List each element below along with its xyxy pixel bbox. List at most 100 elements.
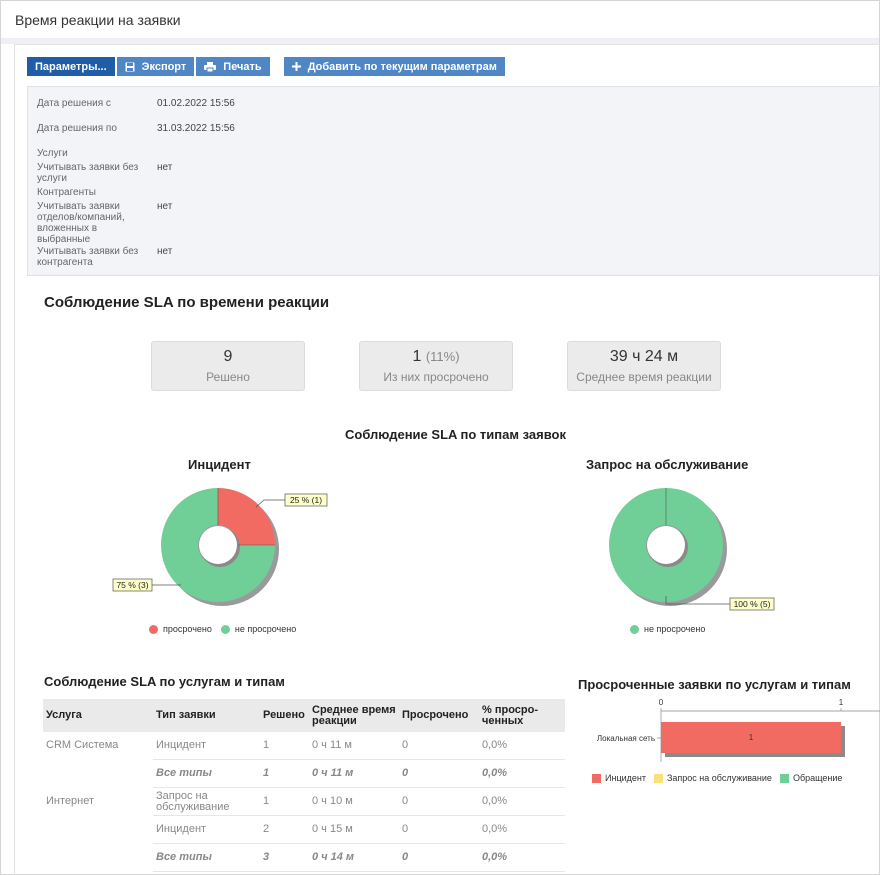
solved-stat-card: 9 Решено xyxy=(151,341,305,391)
cell-solved: 3 xyxy=(260,843,309,872)
sla-services-table: Услуга Тип заявки Решено Среднее время р… xyxy=(43,699,565,872)
nested-value: нет xyxy=(157,201,173,212)
plus-icon xyxy=(291,62,301,71)
report-toolbar: Параметры... Экспорт Печать Добавить по … xyxy=(27,57,505,76)
legend-service-marker xyxy=(653,773,663,783)
print-button-label: Печать xyxy=(223,60,262,73)
data-label: 100 % (5) xyxy=(734,599,771,609)
label-leader xyxy=(255,499,285,508)
overdue-bar-chart-title: Просроченные заявки по услугам и типам xyxy=(578,677,851,692)
legend-ok-marker xyxy=(220,624,230,634)
legend-appeal-label: Обращение xyxy=(792,773,843,783)
cell-type: Инцидент xyxy=(153,732,260,760)
x-tick-label: 1 xyxy=(839,698,844,707)
donut-hole xyxy=(199,526,237,564)
add-by-params-button[interactable]: Добавить по текущим параметрам xyxy=(283,57,505,76)
service-request-chart-title: Запрос на обслуживание xyxy=(586,457,749,472)
parameters-button[interactable]: Параметры... xyxy=(27,57,115,76)
table-row: Инцидент 2 0 ч 15 м 0 0,0% xyxy=(43,815,565,844)
legend-ok-label: не просрочено xyxy=(644,624,706,634)
cell-avg-time: 0 ч 11 м xyxy=(309,759,399,788)
date-from-label: Дата решения с xyxy=(37,98,111,109)
table-row: CRM Система Инцидент 1 0 ч 11 м 0 0,0% xyxy=(43,732,565,760)
services-label: Услуги xyxy=(37,148,68,159)
cell-avg-time: 0 ч 15 м xyxy=(309,815,399,844)
table-header-row: Услуга Тип заявки Решено Среднее время р… xyxy=(43,699,565,732)
avg-time-value: 39 ч 24 м xyxy=(609,348,679,365)
data-label-box xyxy=(112,578,153,592)
table-row: Все типы 1 0 ч 11 м 0 0,0% xyxy=(43,759,565,788)
cell-type: Запрос на обслуживание xyxy=(153,787,260,816)
cell-solved: 2 xyxy=(260,815,309,844)
cell-overdue: 0 xyxy=(399,759,479,788)
title-bar: Время реакции на заявки xyxy=(1,1,879,38)
no-contractor-label: Учитывать заявки без контрагента xyxy=(37,246,139,268)
overdue-label: Из них просрочено xyxy=(383,370,489,384)
col-avg-time: Среднее время реакции xyxy=(309,699,399,732)
no-service-value: нет xyxy=(157,162,173,173)
bar-chart-legend: Инцидент Запрос на обслуживание Обращени… xyxy=(592,773,842,783)
overdue-count: 1 xyxy=(412,348,422,365)
solved-label: Решено xyxy=(206,370,250,384)
table-title: Соблюдение SLA по услугам и типам xyxy=(44,674,285,689)
category-label: Локальная сеть xyxy=(597,734,655,743)
add-by-params-button-label: Добавить по текущим параметрам xyxy=(307,60,497,73)
legend-ok-label: не просрочено xyxy=(234,624,297,634)
cell-solved: 1 xyxy=(260,732,309,760)
legend-overdue-marker xyxy=(149,624,158,634)
data-label: 25 % (1) xyxy=(290,495,322,505)
col-overdue: Просрочено xyxy=(399,699,479,732)
cell-type: Инцидент xyxy=(153,815,260,844)
incident-chart-legend: просрочено не просрочено xyxy=(149,624,296,634)
cell-overdue: 0 xyxy=(399,815,479,844)
cell-overdue-pct: 0,0% xyxy=(479,732,565,760)
col-type: Тип заявки xyxy=(153,699,260,732)
cell-type: Все типы xyxy=(153,843,260,872)
data-label: 75 % (3) xyxy=(116,580,148,590)
avg-time-stat-card: 39 ч 24 м Среднее время реакции xyxy=(567,341,721,391)
cell-avg-time: 0 ч 14 м xyxy=(309,843,399,872)
cell-service xyxy=(43,844,153,872)
bar-data-label: 1 xyxy=(749,733,754,742)
nested-label: Учитывать заявки отделов/компаний, вложе… xyxy=(37,201,125,245)
cell-type: Все типы xyxy=(153,759,260,788)
cell-overdue: 0 xyxy=(399,732,479,760)
cell-solved: 1 xyxy=(260,759,309,788)
col-service: Услуга xyxy=(43,699,153,732)
service-request-chart-legend: не просрочено xyxy=(630,624,705,634)
cell-overdue: 0 xyxy=(399,787,479,816)
incident-chart-title: Инцидент xyxy=(188,457,251,472)
no-contractor-value: нет xyxy=(157,246,173,257)
parameters-button-label: Параметры... xyxy=(35,60,107,73)
cell-service xyxy=(43,760,153,788)
legend-incident-label: Инцидент xyxy=(605,773,646,783)
contractors-label: Контрагенты xyxy=(37,187,96,198)
parameters-panel: Дата решения с 01.02.2022 15:56 Дата реш… xyxy=(27,86,880,276)
no-service-label: Учитывать заявки без услуги xyxy=(37,162,139,184)
slice-1 xyxy=(161,488,275,602)
export-button[interactable]: Экспорт xyxy=(116,57,195,76)
legend-service-label: Запрос на обслуживание xyxy=(666,773,772,783)
overdue-stat-card: 1 (11%) Из них просрочено xyxy=(359,341,513,391)
bar-incident xyxy=(661,722,841,753)
date-from-value: 01.02.2022 15:56 xyxy=(157,98,235,109)
save-icon xyxy=(125,62,135,72)
report-panel xyxy=(14,44,880,875)
col-overdue-pct: % просро-ченных xyxy=(479,699,565,732)
types-chart-title: Соблюдение SLA по типам заявок xyxy=(345,427,566,442)
print-button[interactable]: Печать xyxy=(196,57,270,76)
solved-count: 9 xyxy=(223,348,233,365)
avg-time-label: Среднее время реакции xyxy=(576,370,712,384)
cell-service: CRM Система xyxy=(46,739,119,752)
cell-service xyxy=(43,816,153,844)
cell-avg-time: 0 ч 11 м xyxy=(309,732,399,760)
cell-avg-time: 0 ч 10 м xyxy=(309,787,399,816)
date-to-label: Дата решения по xyxy=(37,123,117,134)
table-row: Все типы 3 0 ч 14 м 0 0,0% xyxy=(43,843,565,872)
page-title: Время реакции на заявки xyxy=(15,12,181,28)
cell-overdue: 0 xyxy=(399,843,479,872)
col-solved: Решено xyxy=(260,699,309,732)
slice-0 xyxy=(218,488,275,545)
